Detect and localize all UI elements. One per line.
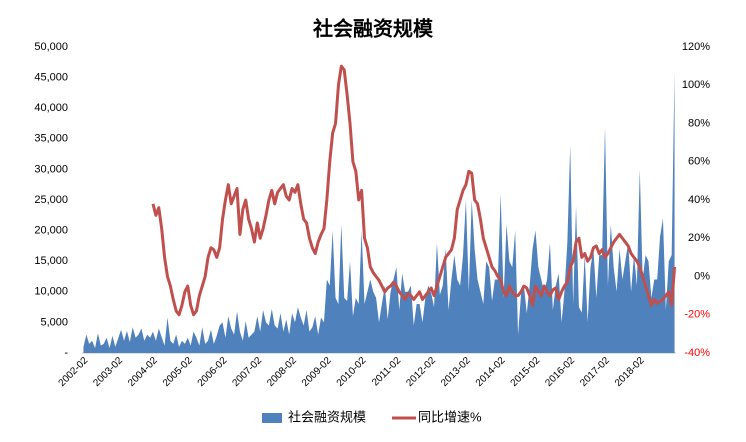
y-tick-label: 45,000 <box>34 72 68 84</box>
y2-tick-label: 60% <box>688 156 710 168</box>
x-tick-label: 2017-02 <box>578 355 612 389</box>
y-tick-label: 10,000 <box>34 286 68 298</box>
y2-tick-label: 120% <box>682 41 710 53</box>
y-tick-label: 50,000 <box>34 41 68 53</box>
area <box>83 71 675 353</box>
line <box>151 64 677 317</box>
y2-tick-label: 80% <box>688 117 710 129</box>
y2-tick-label: -20% <box>684 309 710 321</box>
y2-tick-label: -40% <box>684 347 710 359</box>
x-tick-label: 2018-02 <box>613 355 647 389</box>
x-tick-label: 2013-02 <box>439 355 473 389</box>
x-tick-label: 2010-02 <box>335 355 369 389</box>
chart-title: 社会融资规模 <box>312 16 434 40</box>
y-tick-label: - <box>64 347 68 359</box>
x-tick-label: 2006-02 <box>196 355 230 389</box>
y-tick-label: 30,000 <box>34 163 68 175</box>
x-tick-label: 2015-02 <box>509 355 543 389</box>
x-tick-label: 2011-02 <box>370 355 404 389</box>
y2-tick-label: 40% <box>688 194 710 206</box>
y2-tick-label: 0% <box>694 270 710 282</box>
x-tick-label: 2014-02 <box>474 355 508 389</box>
y-tick-label: 15,000 <box>34 255 68 267</box>
x-tick-label: 2008-02 <box>265 355 299 389</box>
x-tick-label: 2003-02 <box>91 355 125 389</box>
y-tick-label: 35,000 <box>34 133 68 145</box>
x-tick-label: 2009-02 <box>300 355 334 389</box>
x-tick-label: 2005-02 <box>161 355 195 389</box>
legend-label: 社会融资规模 <box>288 409 366 424</box>
x-tick-label: 2004-02 <box>126 355 160 389</box>
x-tick-label: 2002-02 <box>57 355 91 389</box>
legend-label: 同比增速% <box>418 409 482 424</box>
y-tick-label: 25,000 <box>34 194 68 206</box>
legend-swatch <box>262 413 282 423</box>
y2-tick-label: 100% <box>682 79 710 91</box>
y2-tick-label: 20% <box>688 232 710 244</box>
y-tick-label: 5,000 <box>40 316 68 328</box>
y-tick-label: 40,000 <box>34 102 68 114</box>
x-tick-label: 2007-02 <box>230 355 264 389</box>
x-tick-label: 2016-02 <box>543 355 577 389</box>
x-tick-label: 2012-02 <box>404 355 438 389</box>
y-tick-label: 20,000 <box>34 225 68 237</box>
